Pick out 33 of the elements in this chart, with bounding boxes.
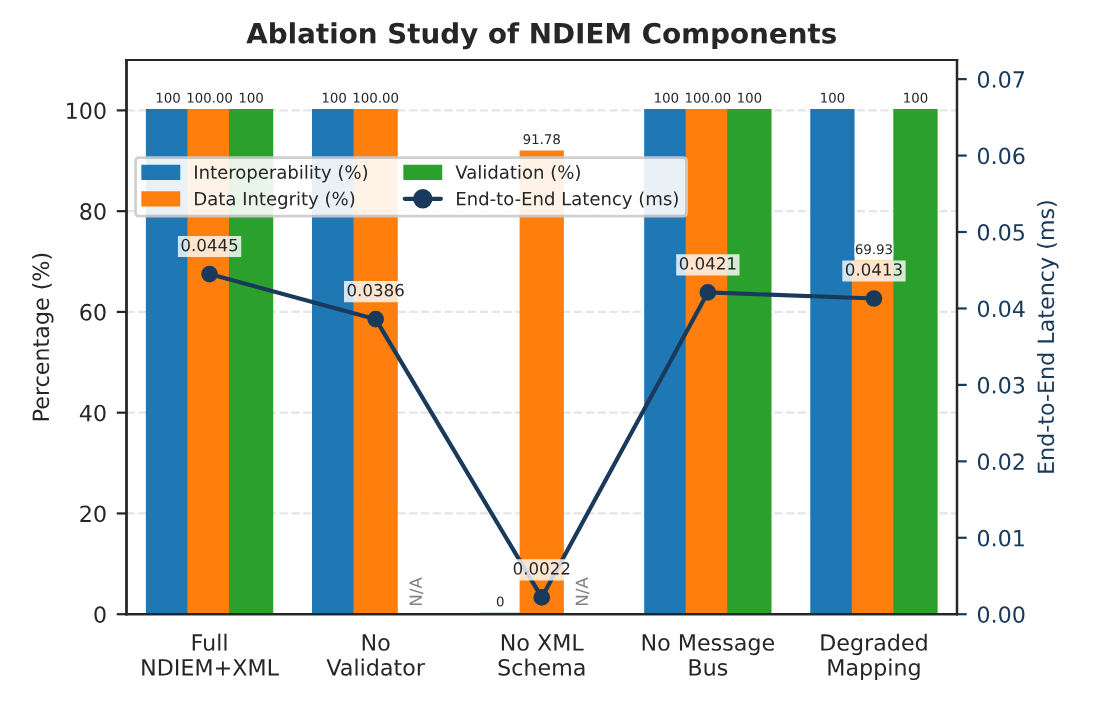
x-tick-label: Degraded Mapping <box>821 633 927 681</box>
legend-label: Validation (%) <box>455 164 580 182</box>
y2-tick-label: 0.05 <box>977 223 1024 241</box>
y-axis-title: Percentage (%) <box>32 253 54 421</box>
x-tick-label: Full NDIEM+XML <box>142 633 279 676</box>
y-tick-label: 100 <box>67 102 106 120</box>
y-tick-label: 60 <box>80 303 106 321</box>
text: N/A <box>409 577 424 606</box>
data-label: 0.0445 <box>181 238 238 252</box>
y2-tick-label: 0.01 <box>977 529 1024 547</box>
legend-label: Interoperability (%) <box>195 164 368 183</box>
y2-tick-label: 0.07 <box>977 71 1025 88</box>
y-tick-label: 80 <box>80 203 106 220</box>
legend-label: Data Integrity (%) <box>195 191 355 209</box>
data-label: 0.0386 <box>347 283 404 297</box>
data-label: 0.0022 <box>513 562 570 575</box>
y2-tick-label: 0.03 <box>977 376 1025 394</box>
data-label: 0.0421 <box>679 257 736 270</box>
y-tick-label: 20 <box>80 505 106 523</box>
x-tick-label: No Validator <box>326 634 425 676</box>
y2-tick-label: 0.04 <box>977 300 1025 318</box>
data-label: 0.0413 <box>845 263 902 276</box>
x-tick-label: No Message Bus <box>642 634 774 676</box>
y2-axis-title: End-to-End Latency (ms) <box>1037 201 1059 473</box>
y-tick-label: 0 <box>94 606 106 623</box>
y2-tick-label: 0.06 <box>977 147 1025 165</box>
y2-tick-label: 0.02 <box>977 453 1024 471</box>
x-tick-label: No XML Schema <box>498 634 585 676</box>
y-tick-label: 40 <box>79 404 106 422</box>
y2-tick-label: 0.00 <box>977 606 1025 623</box>
chart-title: Ablation Study of NDIEM Components <box>246 22 836 50</box>
legend-label: End-to-End Latency (ms) <box>457 191 678 209</box>
text: N/A <box>575 577 590 606</box>
